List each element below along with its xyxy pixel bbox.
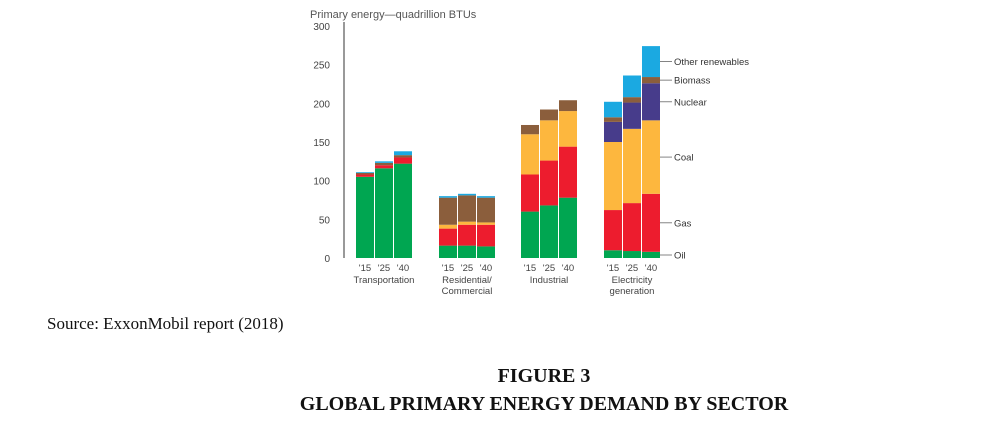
bar-segment-biomass <box>559 100 577 112</box>
bar-segment-gas <box>604 210 622 251</box>
bar-segment-coal <box>521 134 539 175</box>
x-year-label: '40 <box>562 263 574 274</box>
bar-segment-gas <box>439 228 457 246</box>
x-category-label: Industrial <box>530 275 569 286</box>
bar-segment-biomass <box>604 117 622 122</box>
bar-segment-other-renewables <box>623 75 641 98</box>
bar-segment-oil <box>604 250 622 258</box>
bar-segment-gas <box>394 157 412 164</box>
x-year-label: '40 <box>480 263 492 274</box>
bar-segment-gas <box>477 224 495 247</box>
x-year-label: '15 <box>442 263 454 274</box>
x-year-label: '25 <box>461 263 473 274</box>
bar-segment-oil <box>477 246 495 258</box>
y-tick-label: 0 <box>324 254 330 265</box>
bar-segment-gas <box>559 146 577 198</box>
bar-segment-gas <box>375 165 393 169</box>
legend-label: Other renewables <box>674 57 749 68</box>
bar-segment-coal <box>458 221 476 225</box>
bar-segment-oil <box>540 205 558 258</box>
bar-segment-coal <box>604 142 622 211</box>
bar-segment-coal <box>477 222 495 225</box>
y-tick-label: 100 <box>313 177 330 188</box>
bar-segment-biomass <box>642 77 660 84</box>
y-tick-label: 300 <box>313 22 330 33</box>
bar-segment-coal <box>540 120 558 161</box>
x-year-label: '40 <box>397 263 409 274</box>
bar-segment-gas <box>642 193 660 252</box>
bar-segment-nuclear <box>604 121 622 142</box>
x-category-label: Electricity <box>612 275 653 286</box>
bar-segment-biomass <box>458 195 476 222</box>
bar-segment-oil <box>458 245 476 258</box>
bar-segment-gas <box>623 203 641 252</box>
bar-segment-nuclear <box>642 83 660 121</box>
source-caption: Source: ExxonMobil report (2018) <box>47 314 284 333</box>
x-year-label: '15 <box>524 263 536 274</box>
x-category-label: Transportation <box>354 275 415 286</box>
bar-segment-other-renewables <box>604 101 622 118</box>
x-axis-labels: '15'25'40Transportation'15'25'40Resident… <box>354 263 658 297</box>
bar-segment-biomass <box>477 197 495 223</box>
bar-segment-coal <box>559 111 577 147</box>
legend-label: Nuclear <box>674 97 707 108</box>
x-year-label: '25 <box>626 263 638 274</box>
bar-segment-biomass <box>375 162 393 166</box>
x-year-label: '40 <box>645 263 657 274</box>
x-year-label: '25 <box>378 263 390 274</box>
bar-segment-biomass <box>521 124 539 135</box>
figure-number: FIGURE 3 <box>497 365 591 387</box>
bars <box>356 46 660 258</box>
x-category-label: generation <box>610 286 655 297</box>
bar-segment-oil <box>375 168 393 258</box>
bar-segment-coal <box>439 224 457 229</box>
legend: Oil Gas Coal Nuclear Biomass Other renewables <box>660 57 749 262</box>
bar-segment-biomass <box>394 155 412 158</box>
figure-title: GLOBAL PRIMARY ENERGY DEMAND BY SECTOR <box>299 393 789 415</box>
y-axis: 0 50 100 150 200 250 300 <box>313 22 345 265</box>
bar-segment-gas <box>356 174 374 177</box>
bar-segment-oil <box>559 197 577 258</box>
bar-segment-biomass <box>623 97 641 103</box>
y-axis-title: Primary energy—quadrillion BTUs <box>310 9 477 21</box>
bar-segment-gas <box>521 174 539 212</box>
bar-segment-other-renewables <box>477 196 495 198</box>
bar-segment-oil <box>642 251 660 258</box>
bar-segment-other-renewables <box>642 46 660 78</box>
x-year-label: '15 <box>607 263 619 274</box>
bar-segment-gas <box>540 160 558 206</box>
y-tick-label: 200 <box>313 99 330 110</box>
chart: Primary energy—quadrillion BTUs 0 50 100 15… <box>310 9 749 297</box>
bar-segment-oil <box>356 176 374 258</box>
legend-label: Biomass <box>674 76 711 87</box>
y-tick-label: 150 <box>313 138 330 149</box>
legend-label: Coal <box>674 153 694 164</box>
bar-segment-other-renewables <box>439 196 457 198</box>
bar-segment-nuclear <box>623 102 641 129</box>
bar-segment-oil <box>521 211 539 258</box>
bar-segment-coal <box>623 128 641 204</box>
bar-segment-other-renewables <box>394 151 412 156</box>
bar-segment-biomass <box>439 197 457 225</box>
bar-segment-oil <box>439 245 457 258</box>
y-tick-label: 250 <box>313 61 330 72</box>
x-year-label: '25 <box>543 263 555 274</box>
legend-label: Gas <box>674 218 692 229</box>
bar-segment-coal <box>642 120 660 194</box>
bar-segment-biomass <box>540 109 558 121</box>
x-year-label: '15 <box>359 263 371 274</box>
x-category-label: Commercial <box>442 286 493 297</box>
bar-segment-other-renewables <box>375 161 393 163</box>
bar-segment-other-renewables <box>356 172 374 173</box>
bar-segment-other-renewables <box>458 193 476 196</box>
bar-segment-gas <box>458 224 476 246</box>
bar-segment-oil <box>394 163 412 258</box>
x-category-label: Residential/ <box>442 275 492 286</box>
y-tick-label: 50 <box>319 215 331 226</box>
bar-segment-oil <box>623 251 641 258</box>
legend-label: Oil <box>674 251 686 262</box>
bar-segment-biomass <box>356 172 374 175</box>
